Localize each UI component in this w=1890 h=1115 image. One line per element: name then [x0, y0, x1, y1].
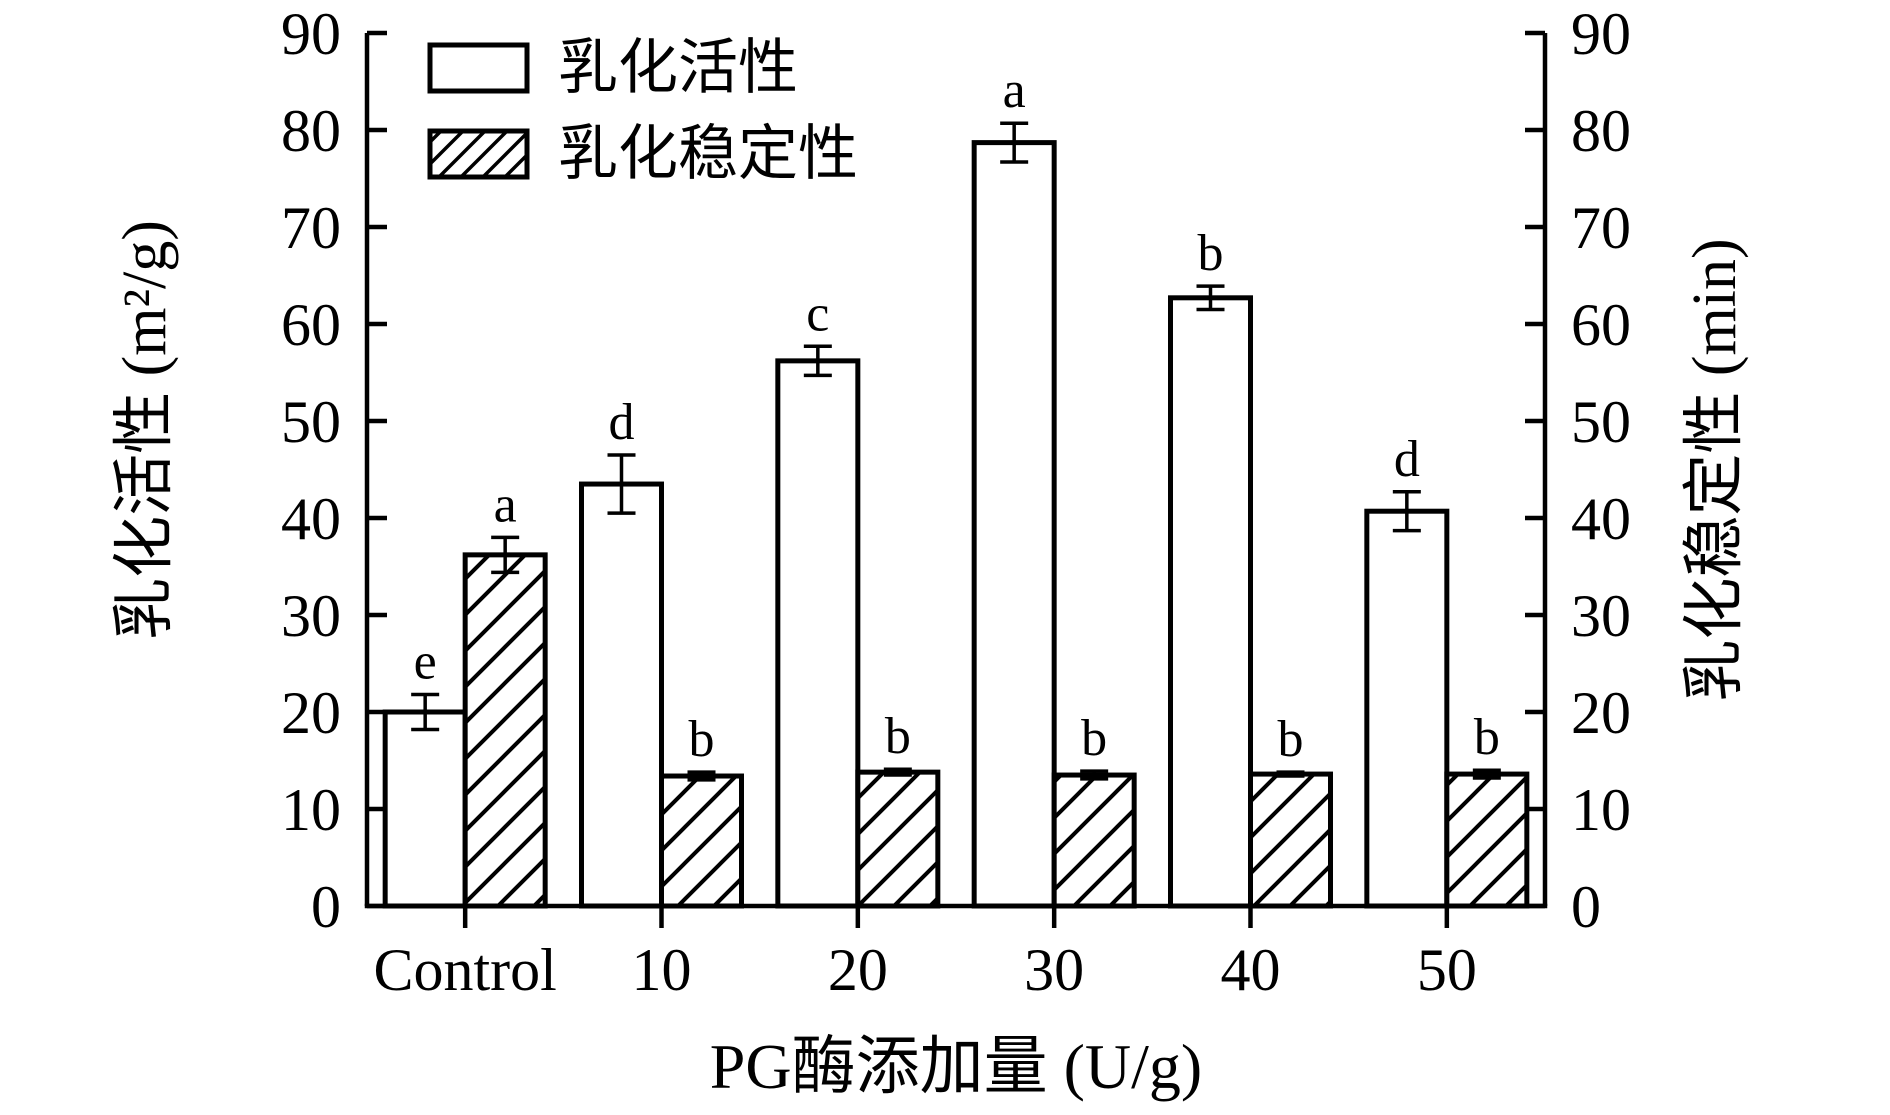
bar-activity-40 [1168, 295, 1253, 909]
left-tick-label: 0 [311, 874, 341, 940]
significance-letter: b [885, 708, 911, 765]
x-tick-label: 40 [1221, 937, 1281, 1003]
significance-letter: b [1198, 225, 1224, 282]
x-tick-label: 30 [1024, 937, 1084, 1003]
left-axis-title: 乳化活性 (m²/g) [111, 220, 179, 640]
left-tick-label: 30 [281, 583, 341, 649]
bar-activity-20 [775, 358, 861, 909]
bar-activity-50 [1364, 508, 1450, 909]
bars-layer [382, 121, 1530, 909]
error-bar [1276, 770, 1305, 778]
right-tick-label: 90 [1571, 1, 1631, 67]
significance-letter: e [414, 634, 437, 691]
right-tick-label: 60 [1571, 292, 1631, 358]
left-tick-label: 60 [281, 292, 341, 358]
significance-letter: b [1474, 709, 1500, 766]
left-tick-label: 40 [281, 486, 341, 552]
labels-layer: e a Control d b 10 c b 20 a b 30 b b 40 d b 50 0 0 10 10 20 20 3… [281, 1, 1631, 1003]
left-tick-label: 50 [281, 389, 341, 455]
right-tick-label: 70 [1571, 195, 1631, 261]
bar-stability-30 [1051, 772, 1137, 909]
significance-letter: b [1081, 710, 1107, 767]
error-bar [1472, 768, 1501, 780]
error-bar [1196, 284, 1225, 312]
right-tick-label: 30 [1571, 583, 1631, 649]
bar-activity-30 [971, 140, 1057, 909]
right-tick-label: 50 [1571, 389, 1631, 455]
right-axis-title: 乳化稳定性 (min) [1681, 238, 1749, 701]
legend-swatch-stability [427, 128, 530, 180]
x-tick-label: Control [373, 937, 556, 1003]
bar-activity-10 [579, 481, 664, 909]
significance-letter: a [1003, 62, 1026, 119]
significance-letter: b [1278, 711, 1304, 768]
right-tick-label: 0 [1571, 874, 1601, 940]
left-tick-label: 10 [281, 777, 341, 843]
legend-swatch-activity [427, 42, 530, 94]
legend-label-stability: 乳化稳定性 [558, 121, 858, 187]
bar-stability-Control [462, 552, 548, 909]
x-tick-label: 10 [632, 937, 692, 1003]
bar-stability-40 [1248, 771, 1333, 909]
x-tick-label: 50 [1417, 937, 1477, 1003]
bar-stability-10 [659, 773, 744, 909]
error-bar [803, 344, 832, 378]
error-bar [1000, 121, 1029, 164]
right-tick-label: 80 [1571, 98, 1631, 164]
legend-label-activity: 乳化活性 [558, 35, 798, 101]
left-tick-label: 70 [281, 195, 341, 261]
bar-stability-20 [855, 769, 941, 909]
right-tick-label: 20 [1571, 680, 1631, 746]
significance-letter: d [1394, 431, 1420, 488]
significance-letter: a [494, 476, 517, 533]
error-bar [1080, 769, 1109, 781]
left-tick-label: 90 [281, 1, 341, 67]
left-tick-label: 20 [281, 680, 341, 746]
legend: 乳化活性 乳化稳定性 [427, 35, 858, 187]
left-tick-label: 80 [281, 98, 341, 164]
significance-letter: c [806, 285, 829, 342]
right-tick-label: 10 [1571, 777, 1631, 843]
error-bar [491, 535, 520, 575]
error-bar [411, 692, 440, 732]
significance-letter: d [609, 394, 635, 451]
x-tick-label: 20 [828, 937, 888, 1003]
right-tick-label: 40 [1571, 486, 1631, 552]
x-axis-title: PG酶添加量 (U/g) [710, 1031, 1202, 1102]
error-bar [607, 453, 636, 515]
bar-activity-Control [382, 709, 468, 909]
axes-layer [364, 30, 1548, 928]
error-bar [883, 767, 912, 777]
significance-letter: b [689, 711, 715, 768]
bar-stability-50 [1444, 771, 1530, 909]
error-bar [1392, 490, 1421, 533]
error-bar [687, 770, 716, 782]
